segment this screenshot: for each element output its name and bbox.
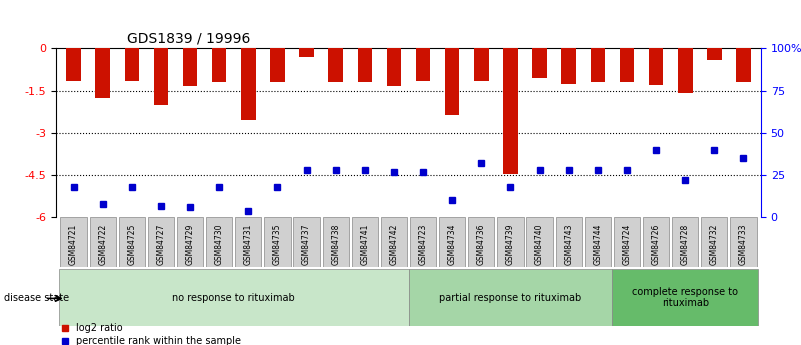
Text: GSM84727: GSM84727 [156, 223, 166, 265]
Text: GSM84732: GSM84732 [710, 223, 718, 265]
Legend: log2 ratio, percentile rank within the sample: log2 ratio, percentile rank within the s… [61, 323, 241, 345]
FancyBboxPatch shape [90, 217, 116, 267]
Bar [95, 48, 110, 98]
FancyBboxPatch shape [585, 217, 611, 267]
Bar [357, 48, 372, 82]
Text: GSM84723: GSM84723 [419, 223, 428, 265]
Bar [66, 48, 81, 81]
Text: GSM84730: GSM84730 [215, 223, 223, 265]
Text: GSM84741: GSM84741 [360, 223, 369, 265]
FancyBboxPatch shape [352, 217, 378, 267]
Bar [620, 48, 634, 82]
FancyBboxPatch shape [177, 217, 203, 267]
Bar [503, 48, 517, 174]
Bar [562, 48, 576, 83]
Text: no response to rituximab: no response to rituximab [172, 293, 295, 303]
FancyBboxPatch shape [497, 217, 524, 267]
Bar [649, 48, 663, 85]
Text: GSM84737: GSM84737 [302, 223, 311, 265]
Bar [270, 48, 284, 82]
FancyBboxPatch shape [556, 217, 582, 267]
Bar [590, 48, 605, 82]
Text: GSM84743: GSM84743 [564, 223, 574, 265]
FancyBboxPatch shape [293, 217, 320, 267]
FancyBboxPatch shape [206, 217, 232, 267]
FancyBboxPatch shape [613, 269, 758, 326]
FancyBboxPatch shape [323, 217, 348, 267]
Text: GSM84744: GSM84744 [594, 223, 602, 265]
Bar [416, 48, 430, 81]
FancyBboxPatch shape [672, 217, 698, 267]
FancyBboxPatch shape [59, 269, 409, 326]
Bar [707, 48, 722, 60]
Bar [154, 48, 168, 105]
Bar [300, 48, 314, 57]
Bar [736, 48, 751, 82]
FancyBboxPatch shape [409, 269, 613, 326]
Text: GSM84728: GSM84728 [681, 223, 690, 265]
FancyBboxPatch shape [148, 217, 174, 267]
Text: disease state: disease state [4, 294, 69, 303]
Bar [387, 48, 401, 86]
FancyBboxPatch shape [614, 217, 640, 267]
Text: complete response to
rituximab: complete response to rituximab [632, 287, 739, 308]
FancyBboxPatch shape [469, 217, 494, 267]
Bar [212, 48, 227, 82]
Bar [241, 48, 256, 120]
Bar [445, 48, 460, 115]
FancyBboxPatch shape [380, 217, 407, 267]
FancyBboxPatch shape [264, 217, 291, 267]
Bar [474, 48, 489, 81]
Text: GSM84735: GSM84735 [273, 223, 282, 265]
Text: GDS1839 / 19996: GDS1839 / 19996 [127, 32, 250, 46]
FancyBboxPatch shape [731, 217, 757, 267]
FancyBboxPatch shape [439, 217, 465, 267]
FancyBboxPatch shape [235, 217, 261, 267]
Bar [124, 48, 139, 81]
Bar [183, 48, 197, 86]
Text: GSM84724: GSM84724 [622, 223, 631, 265]
Text: GSM84739: GSM84739 [506, 223, 515, 265]
Text: GSM84733: GSM84733 [739, 223, 748, 265]
Text: GSM84734: GSM84734 [448, 223, 457, 265]
FancyBboxPatch shape [643, 217, 669, 267]
Text: GSM84740: GSM84740 [535, 223, 544, 265]
Text: GSM84742: GSM84742 [389, 223, 398, 265]
FancyBboxPatch shape [60, 217, 87, 267]
FancyBboxPatch shape [410, 217, 437, 267]
Bar [328, 48, 343, 82]
Text: GSM84722: GSM84722 [99, 223, 107, 265]
Text: GSM84729: GSM84729 [186, 223, 195, 265]
Text: GSM84721: GSM84721 [69, 223, 78, 265]
FancyBboxPatch shape [119, 217, 145, 267]
Text: GSM84725: GSM84725 [127, 223, 136, 265]
Bar [678, 48, 693, 93]
Bar [533, 48, 547, 78]
FancyBboxPatch shape [526, 217, 553, 267]
Text: partial response to rituximab: partial response to rituximab [439, 293, 582, 303]
Text: GSM84738: GSM84738 [331, 223, 340, 265]
Text: GSM84736: GSM84736 [477, 223, 486, 265]
Text: GSM84726: GSM84726 [651, 223, 661, 265]
Text: GSM84731: GSM84731 [244, 223, 253, 265]
FancyBboxPatch shape [701, 217, 727, 267]
